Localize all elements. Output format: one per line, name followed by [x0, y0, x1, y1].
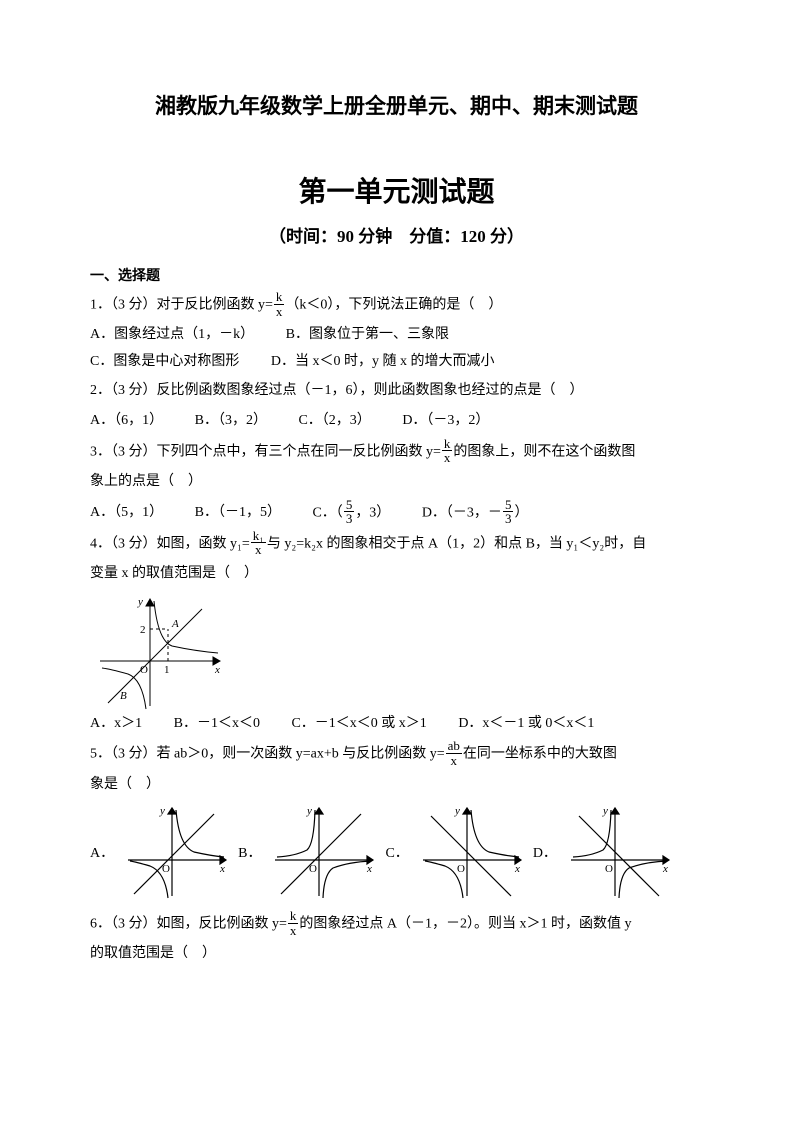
q2-opt-a: A．（6，1）: [90, 408, 163, 435]
unit-title: 第一单元测试题: [90, 170, 703, 210]
svg-text:x: x: [514, 863, 520, 875]
q1-opt-d: D．当 x＜0 时，y 随 x 的增大而减小: [271, 349, 495, 376]
q4-pre: 4．（3 分）如图，函数 y₁=: [90, 536, 250, 551]
fraction-k-over-x-3: kx: [287, 909, 300, 937]
q3-opt-a: A．（5，1）: [90, 500, 163, 527]
label-O: O: [140, 664, 148, 676]
q4-line2: 变量 x 的取值范围是（ ）: [90, 561, 703, 588]
q3-pre: 3．（3 分）下列四个点中，有三个点在同一反比例函数 y=: [90, 444, 441, 459]
q5-opt-b-label: B．: [238, 842, 261, 862]
q1-opt-b: B．图象位于第一、三象限: [286, 322, 449, 349]
svg-text:y: y: [602, 805, 608, 817]
svg-text:x: x: [366, 863, 372, 875]
section-heading: 一、选择题: [90, 265, 703, 285]
q2-opt-d: D．（－3，2）: [402, 408, 489, 435]
q3-opt-b: B．（－1，5）: [195, 500, 281, 527]
label-A: A: [171, 618, 179, 630]
q3-opt-d: D．（－3，－53）: [422, 499, 529, 527]
fraction-k-over-x: kx: [273, 290, 286, 318]
q5-opt-c-label: C．: [385, 842, 408, 862]
tick-1: 1: [164, 664, 170, 676]
q5-graph-a-icon: Ox y: [122, 802, 232, 902]
q5-options-row: A． Ox y B． Ox y C． Ox y D．: [90, 802, 703, 902]
q6-pre: 6．（3 分）如图，反比例函数 y=: [90, 917, 287, 932]
svg-text:y: y: [306, 805, 312, 817]
question-5: 5．（3 分）若 ab＞0，则一次函数 y=ax+b 与反比例函数 y=abx在…: [90, 740, 703, 768]
doc-title: 湘教版九年级数学上册全册单元、期中、期末测试题: [90, 90, 703, 120]
q4-options: A．x＞1 B．－1＜x＜0 C．－1＜x＜0 或 x＞1 D．x＜－1 或 0…: [90, 711, 703, 738]
q4-opt-d: D．x＜－1 或 0＜x＜1: [458, 711, 594, 738]
question-2: 2．（3 分）反比例函数图象经过点（－1，6），则此函数图象也经过的点是（ ）: [90, 378, 703, 405]
fraction-ab-over-x: abx: [445, 739, 463, 767]
q4-graph-icon: A B O x y 1 2: [90, 591, 230, 711]
meta-line: （时间：90 分钟 分值：120 分）: [90, 222, 703, 247]
svg-text:y: y: [454, 805, 460, 817]
q2-opt-c: C．（2，3）: [298, 408, 370, 435]
q6-post: 的图象经过点 A（－1，－2）。则当 x＞1 时，函数值 y: [299, 917, 631, 932]
q1-pre: 1．（3 分）对于反比例函数 y=: [90, 297, 273, 312]
q1-post: （k＜0），下列说法正确的是（ ）: [285, 297, 502, 312]
svg-text:x: x: [662, 863, 668, 875]
svg-text:O: O: [309, 863, 317, 875]
svg-text:O: O: [162, 863, 170, 875]
q1-options-row1: A．图象经过点（1，－k） B．图象位于第一、三象限: [90, 322, 703, 349]
q5-pre: 5．（3 分）若 ab＞0，则一次函数 y=ax+b 与反比例函数 y=: [90, 747, 445, 762]
q1-opt-c: C．图象是中心对称图形: [90, 349, 239, 376]
q3-post: 的图象上，则不在这个函数图: [453, 444, 635, 459]
q3-options: A．（5，1） B．（－1，5） C．（53，3） D．（－3，－53）: [90, 499, 703, 527]
q1-options-row2: C．图象是中心对称图形 D．当 x＜0 时，y 随 x 的增大而减小: [90, 349, 703, 376]
question-1: 1．（3 分）对于反比例函数 y=kx（k＜0），下列说法正确的是（ ）: [90, 291, 703, 319]
q5-post: 在同一坐标系中的大致图: [463, 747, 617, 762]
q1-opt-a: A．图象经过点（1，－k）: [90, 322, 254, 349]
q5-graph-d-icon: Ox y: [565, 802, 675, 902]
q2-opt-b: B．（3，2）: [195, 408, 267, 435]
svg-text:O: O: [457, 863, 465, 875]
q4-opt-a: A．x＞1: [90, 711, 142, 738]
fraction-5-3-b: 53: [502, 498, 515, 526]
q5-opt-a-label: A．: [90, 842, 114, 862]
q5-line2: 象是（ ）: [90, 772, 703, 799]
q3-line2: 象上的点是（ ）: [90, 469, 703, 496]
question-6: 6．（3 分）如图，反比例函数 y=kx的图象经过点 A（－1，－2）。则当 x…: [90, 910, 703, 938]
label-y: y: [137, 596, 143, 608]
svg-text:y: y: [159, 805, 165, 817]
fraction-k-over-x-2: kx: [441, 437, 454, 465]
q4-figure: A B O x y 1 2: [90, 591, 703, 711]
label-B: B: [120, 690, 127, 702]
fraction-5-3: 53: [343, 498, 356, 526]
q5-graph-c-icon: Ox y: [417, 802, 527, 902]
question-3: 3．（3 分）下列四个点中，有三个点在同一反比例函数 y=kx的图象上，则不在这…: [90, 438, 703, 466]
q6-line2: 的取值范围是（ ）: [90, 941, 703, 968]
label-x: x: [214, 664, 220, 676]
fraction-k1-over-x: k₁x: [250, 529, 267, 557]
q2-options: A．（6，1） B．（3，2） C．（2，3） D．（－3，2）: [90, 408, 703, 435]
svg-text:O: O: [605, 863, 613, 875]
q5-graph-b-icon: Ox y: [269, 802, 379, 902]
svg-text:x: x: [219, 863, 225, 875]
tick-2: 2: [140, 624, 146, 636]
q5-opt-d-label: D．: [533, 842, 557, 862]
q4-mid: 与 y₂=k₂x 的图象相交于点 A（1，2）和点 B，当 y₁＜y₂时，自: [267, 536, 646, 551]
page: { "doc_title": "湘教版九年级数学上册全册单元、期中、期末测试题"…: [0, 0, 793, 1122]
question-4: 4．（3 分）如图，函数 y₁=k₁x与 y₂=k₂x 的图象相交于点 A（1，…: [90, 530, 703, 558]
q4-opt-b: B．－1＜x＜0: [174, 711, 260, 738]
q3-opt-c: C．（53，3）: [312, 499, 390, 527]
q4-opt-c: C．－1＜x＜0 或 x＞1: [291, 711, 426, 738]
